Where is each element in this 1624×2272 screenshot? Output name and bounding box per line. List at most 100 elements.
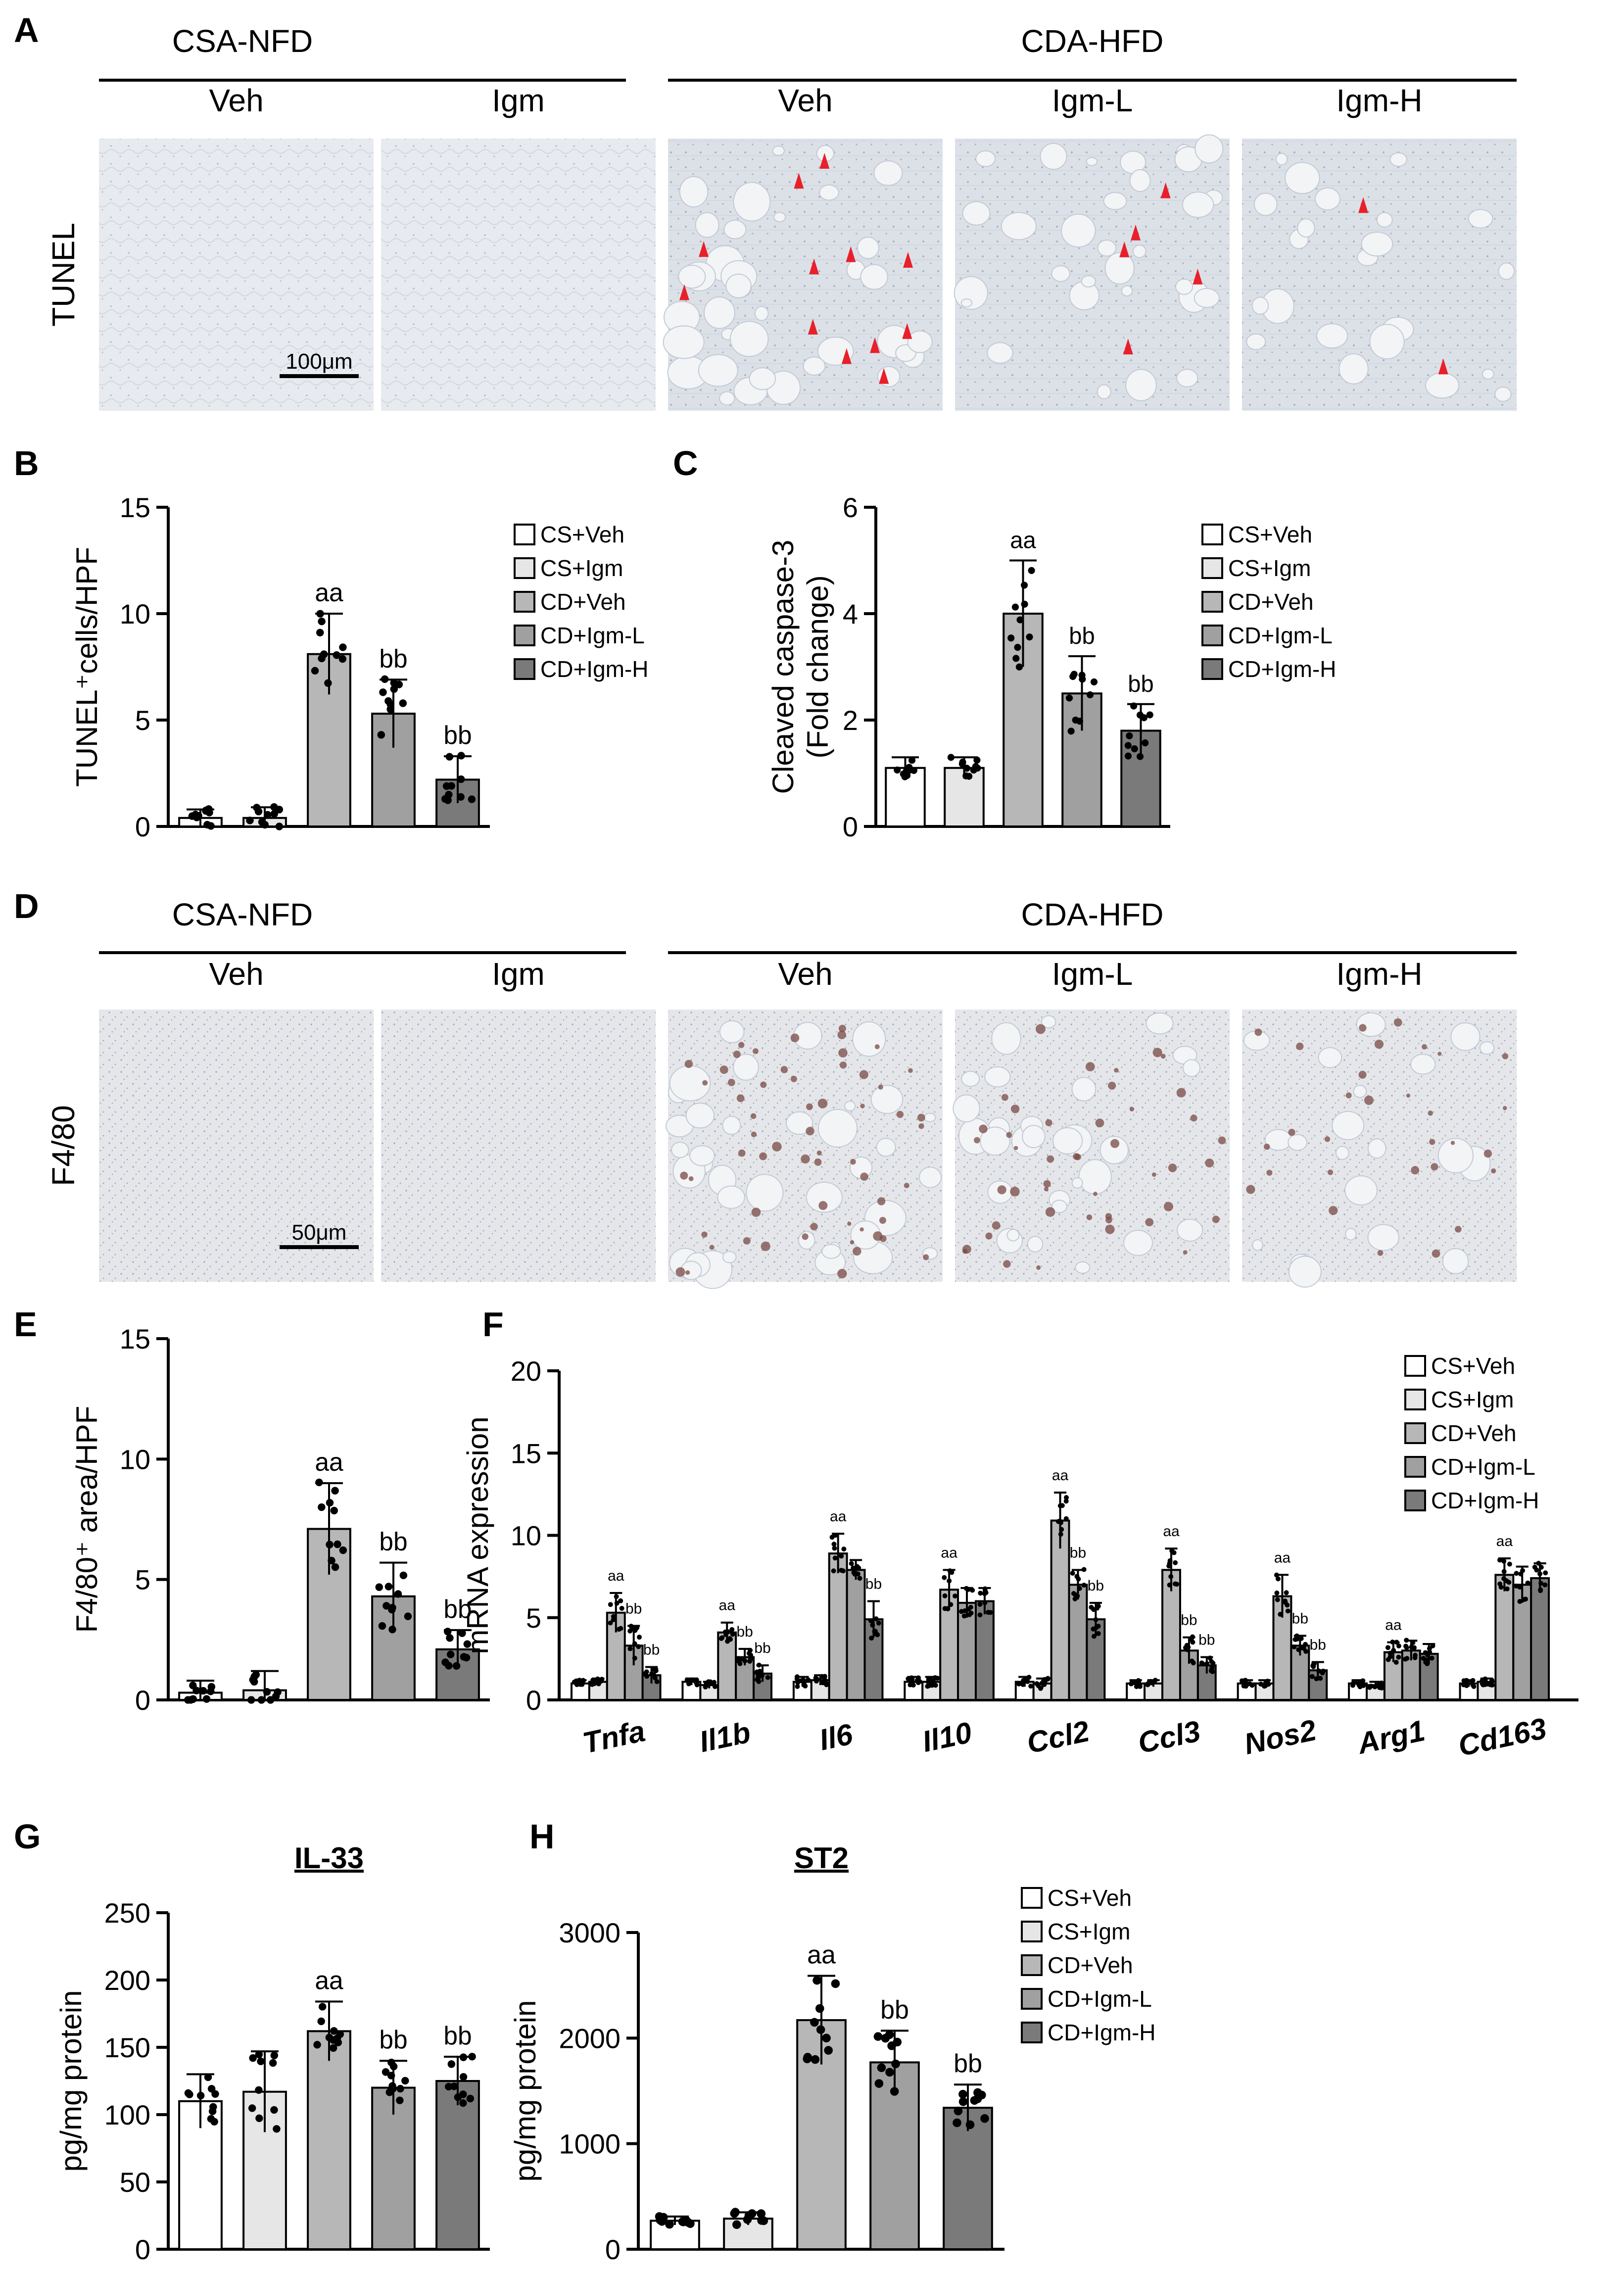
series-3-data-point [1517,1599,1523,1604]
series-4-data-point [873,1616,879,1622]
y-tick-label: 100 [104,2099,150,2130]
x-category-label: Arg1 [1354,1714,1428,1760]
series-0-data-point [801,1678,806,1683]
lipid-vacuole [1288,1134,1308,1151]
lipid-vacuole [1060,213,1096,248]
column-label: Igm [492,956,545,992]
lipid-vacuole [1361,231,1393,257]
f480-stain-spot [896,1111,904,1118]
series-2-data-point [614,1600,620,1606]
series-0-data-point [1137,1682,1143,1688]
lipid-vacuole [975,150,996,167]
legend-swatch [1201,625,1223,646]
series-1-data-point [1145,1682,1150,1688]
series-3-data-point [1409,1644,1414,1650]
group-0-data-point [189,1695,197,1703]
apoptosis-arrow [819,152,830,169]
series-3-data-point [1189,1636,1194,1642]
apoptosis-arrow [809,258,819,275]
group-1-data-point [257,2057,265,2066]
group-4-data-point [441,795,449,803]
f480-stain-spot [818,1201,828,1210]
group-1-data-point [959,759,966,766]
group-1-data-point [263,1688,271,1696]
series-2-data-point [839,1568,844,1573]
series-4-data-point [977,1601,983,1607]
f480-stain-spot [1151,1172,1156,1177]
group-3-data-point [379,688,387,696]
f480-stain-spot [806,1126,814,1136]
lipid-vacuole [1253,193,1278,216]
group-2-data-point [1012,655,1020,662]
f480-stain-spot [974,1137,980,1144]
legend-swatch [514,591,535,613]
lipid-vacuole [1332,1111,1365,1140]
series-3-data-point [961,1613,967,1619]
series-2-data-point [1174,1582,1180,1587]
f480-stain-spot [997,1185,1006,1195]
legend-swatch [1021,1921,1043,1942]
f480-stain-spot [1483,1149,1492,1158]
group-2-data-point [339,643,347,651]
f480-stain-spot [1296,1042,1304,1050]
micrograph-image [381,1010,656,1282]
group-0-data-point [908,757,916,764]
series-3-data-point [628,1623,634,1629]
series-2-data-point [1507,1561,1512,1567]
lipid-vacuole [806,1181,843,1213]
series-4-data-point [756,1675,762,1681]
series-2-data-point [1497,1557,1502,1563]
lipid-vacuole [1182,1059,1201,1077]
f480-stain-spot [1010,1105,1020,1113]
legend-label: CD+Igm-L [540,623,645,648]
f480-stain-spot [1036,1265,1041,1270]
series-4-data-point [1207,1655,1213,1661]
lipid-vacuole [785,1111,813,1135]
x-category-label: Il10 [919,1716,975,1758]
group-4-data-point [468,2053,476,2061]
group-3-significance-label: bb [379,644,407,673]
group-1-data-point [757,2216,766,2225]
group-2-data-point [1021,600,1028,608]
lipid-vacuole [733,1054,759,1081]
group-4-data-point [1126,732,1133,739]
legend-label: CS+Igm [1048,1919,1130,1944]
f480-stain-spot [1422,1044,1427,1050]
lipid-vacuole [1318,1047,1342,1068]
group-2-data-point [803,2053,812,2062]
group-4-significance-label: bb [443,1595,472,1623]
f480-stain-spot [879,1217,886,1224]
series-0-data-point [573,1678,579,1684]
f480-stain-spot [918,1123,924,1129]
group-2-data-point [311,667,319,675]
group-3-data-point [1086,691,1094,699]
group-2-data-point [328,1556,335,1565]
series-4-data-point [644,1669,649,1675]
series-2-bar [1161,1569,1181,1701]
series-0-data-point [1470,1678,1476,1683]
group-1-data-point [264,811,272,819]
apoptosis-arrow [870,337,880,353]
series-2-data-point [718,1636,724,1642]
y-tick-label: 5 [526,1602,541,1634]
series-3-data-point [636,1644,641,1649]
f480-stain-spot [727,1078,735,1086]
f480-stain-spot [1035,1024,1046,1034]
series-1-data-point [925,1679,931,1685]
lipid-vacuole [663,325,705,359]
group-2-bar [307,2030,351,2250]
y-tick-label: 6 [843,492,858,523]
lipid-vacuole [698,354,738,387]
series-2-data-point [1064,1495,1069,1500]
micrograph-image [1242,139,1517,411]
legend-label: CD+Igm-L [1228,623,1333,648]
f480-stain-spot [1324,1136,1331,1142]
series-1-data-point [814,1677,820,1682]
panel-a-micrographs: A CSA-NFD CDA-HFD TUNEL Veh Igm Veh Igm-L Igm-H 1… [14,11,1517,411]
series-3-bar [846,1569,866,1701]
series-3-data-point [748,1647,753,1653]
series-3-significance-label: bb [1181,1612,1197,1629]
group-4-data-point [958,2089,967,2099]
